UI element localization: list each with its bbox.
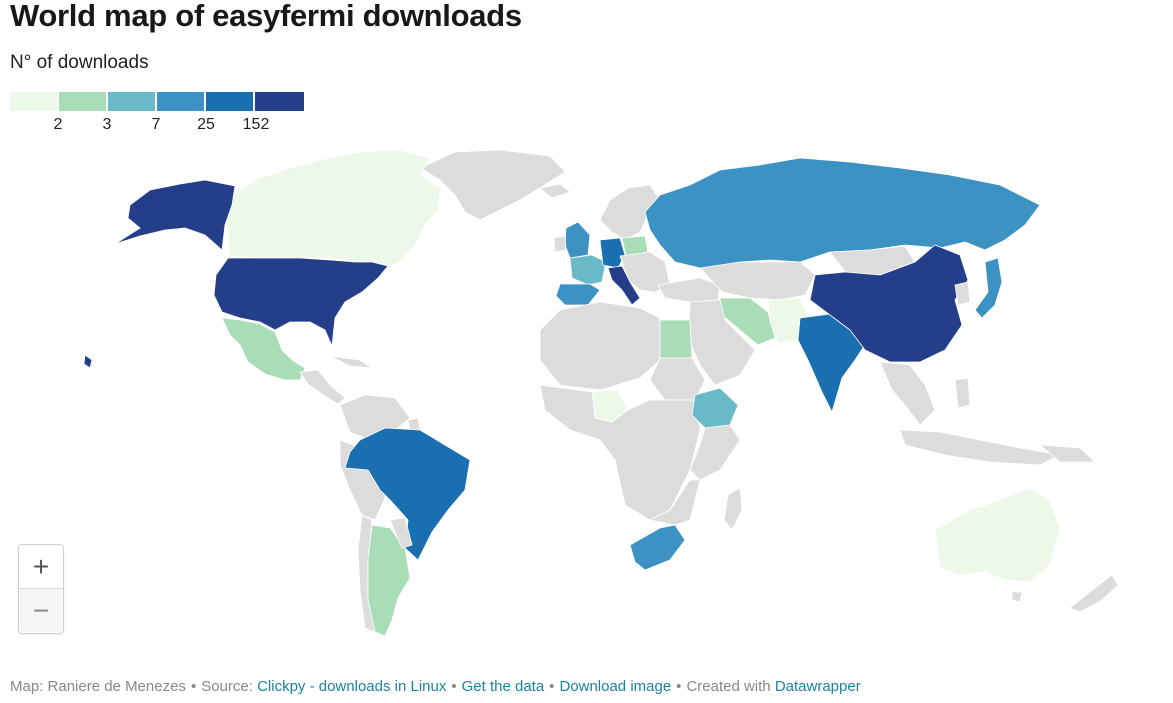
legend-tick: 3 [102, 116, 112, 133]
country-ethiopia[interactable] [691, 387, 739, 429]
country-southeast-asia[interactable] [879, 361, 936, 426]
country-new-zealand[interactable] [1069, 574, 1119, 613]
country-greenland[interactable] [419, 149, 566, 221]
color-legend: 2 3 7 25 152 [10, 92, 306, 133]
country-france[interactable] [569, 254, 607, 286]
legend-swatch [157, 92, 204, 111]
legend-swatch [255, 92, 304, 111]
download-image-link[interactable]: Download image [559, 678, 672, 695]
country-central-asia[interactable] [699, 261, 816, 301]
country-tasmania[interactable] [1011, 591, 1023, 603]
country-canada[interactable] [219, 149, 441, 269]
country-italy[interactable] [607, 265, 641, 306]
legend-tick: 152 [242, 116, 270, 133]
source-prefix: Source: [201, 678, 253, 695]
country-mexico[interactable] [221, 317, 306, 381]
legend-tick: 2 [53, 116, 63, 133]
country-paraguay-uruguay[interactable] [389, 517, 413, 549]
country-sudan[interactable] [649, 357, 706, 401]
zoom-control: + − [18, 544, 64, 634]
country-china[interactable] [809, 244, 969, 363]
country-philippines[interactable] [954, 377, 971, 409]
legend-swatch [10, 92, 57, 111]
map-credit: Map: Raniere de Menezes [10, 678, 186, 695]
get-data-link[interactable]: Get the data [461, 678, 545, 695]
country-uk[interactable] [564, 221, 591, 259]
zoom-in-button[interactable]: + [32, 550, 50, 582]
legend-swatch [59, 92, 106, 111]
legend-swatch [206, 92, 253, 111]
country-central-america[interactable] [299, 369, 346, 405]
legend-tick: 7 [151, 116, 161, 133]
country-north-africa[interactable] [539, 301, 661, 391]
country-australia[interactable] [934, 487, 1061, 583]
map-title: World map of easyfermi downloads [10, 0, 522, 33]
country-iceland[interactable] [539, 183, 571, 199]
legend-tick: 25 [197, 116, 215, 133]
created-prefix: Created with [686, 678, 771, 695]
country-south-africa[interactable] [629, 524, 686, 571]
country-egypt[interactable] [659, 319, 693, 359]
country-brazil[interactable] [344, 427, 471, 561]
country-madagascar[interactable] [723, 487, 743, 531]
source-link[interactable]: Clickpy - downloads in Linux [257, 678, 447, 695]
world-map[interactable] [0, 140, 1173, 650]
country-new-guinea[interactable] [1039, 444, 1096, 463]
footer: Map: Raniere de Menezes • Source: Clickpy … [10, 678, 861, 695]
datawrapper-link[interactable]: Datawrapper [774, 678, 861, 695]
legend-title: N° of downloads [10, 52, 149, 73]
zoom-out-button[interactable]: − [19, 588, 63, 632]
country-arabia[interactable] [687, 299, 756, 386]
country-japan[interactable] [974, 257, 1003, 319]
country-korea[interactable] [954, 281, 971, 306]
country-indonesia[interactable] [899, 429, 1061, 466]
country-usa-hawaii[interactable] [83, 354, 93, 369]
country-ireland[interactable] [553, 235, 567, 253]
legend-swatch [108, 92, 155, 111]
country-east-africa[interactable] [689, 424, 741, 481]
country-usa[interactable] [213, 257, 389, 347]
country-germany[interactable] [599, 237, 626, 269]
country-alaska[interactable] [114, 179, 236, 251]
country-spain[interactable] [555, 283, 601, 306]
country-iran[interactable] [719, 297, 776, 346]
country-caribbean[interactable] [329, 355, 373, 369]
